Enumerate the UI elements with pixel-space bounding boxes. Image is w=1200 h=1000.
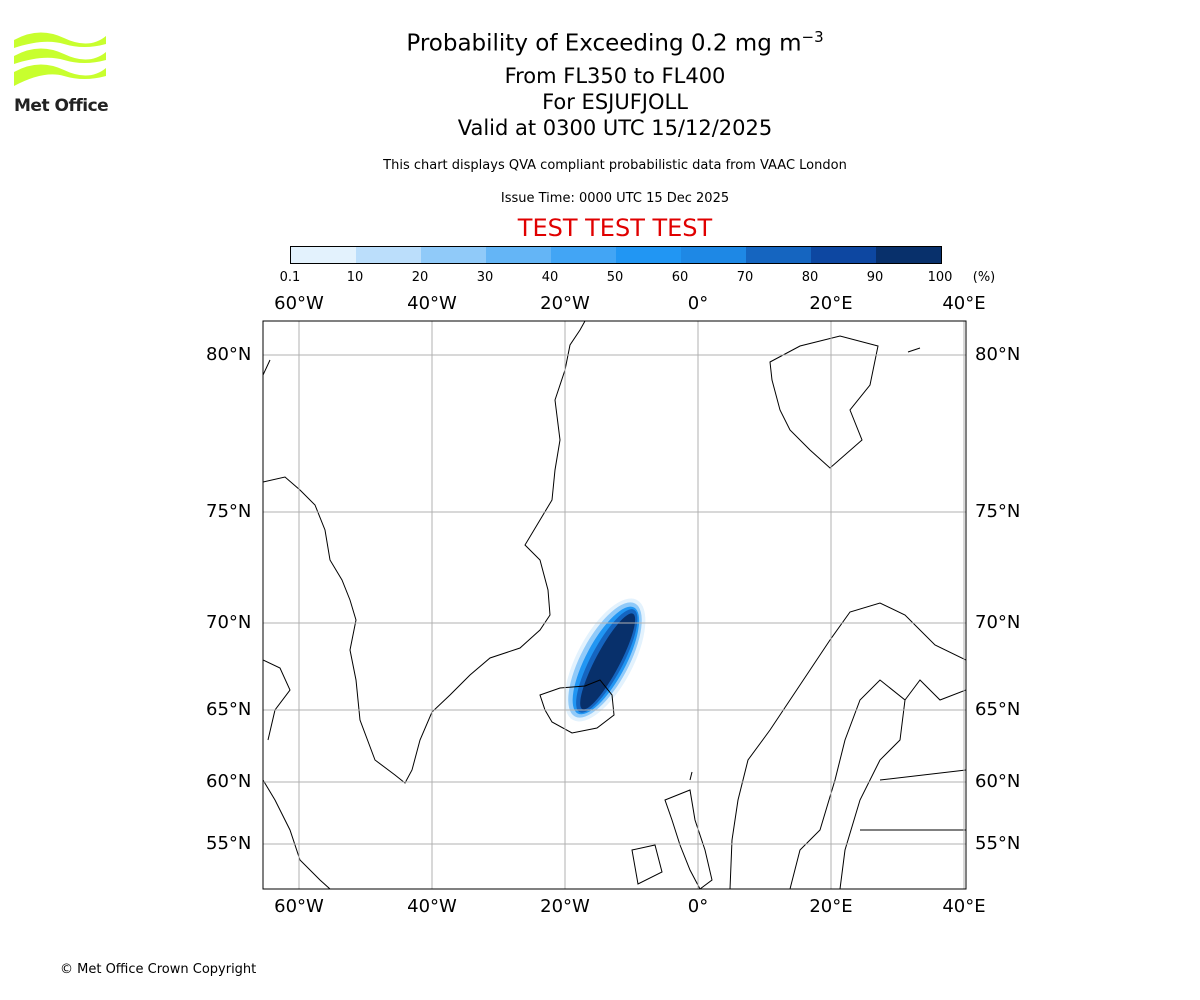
logo-text: Met Office [14,96,109,116]
test-banner: TEST TEST TEST [517,214,713,242]
title-text: Probability of Exceeding 0.2 mg m [406,30,802,57]
colorbar-bin [356,247,421,263]
canada-coast [263,321,331,889]
lon-label: 60°W [274,293,324,314]
lon-label: 20°W [540,293,590,314]
colorbar-bin [876,247,941,263]
lat-label: 65°N [975,699,1021,720]
lon-label: 40°E [942,896,986,917]
lon-label: 20°E [809,896,853,917]
lat-label: 60°N [206,771,252,792]
colorbar-tick: 0.1 [279,270,301,285]
colorbar-bin [486,247,551,263]
colorbar [290,246,942,264]
colorbar-bin [616,247,681,263]
colorbar-tick: 50 [606,270,624,285]
colorbar-tick: 40 [541,270,559,285]
uk-coast [631,771,713,889]
lat-label: 55°N [206,833,252,854]
colorbar-tick: 10 [346,270,364,285]
lat-label: 60°N [975,771,1021,792]
lon-label: 0° [687,896,709,917]
colorbar-bin [746,247,811,263]
colorbar-unit: (%) [972,270,996,285]
map-frame [262,320,967,890]
colorbar-bin [811,247,876,263]
lat-label: 70°N [975,612,1021,633]
lat-label: 55°N [975,833,1021,854]
logo-waves-icon [14,32,106,86]
lon-label: 40°E [942,293,986,314]
iceland-coast [539,679,615,734]
colorbar-bin [421,247,486,263]
colorbar-tick: 60 [671,270,689,285]
volcano-name: For ESJUFJOLL [542,90,688,114]
colorbar-bin [551,247,616,263]
lat-label: 70°N [206,612,252,633]
lon-label: 0° [687,293,709,314]
colorbar-tick: 80 [801,270,819,285]
scandinavia-coast [729,602,966,889]
lat-label: 75°N [975,501,1021,522]
lon-label: 40°W [407,896,457,917]
greenland-coast [263,321,586,784]
colorbar-tick: 70 [736,270,754,285]
lon-label: 20°W [540,896,590,917]
lat-label: 80°N [975,344,1021,365]
lat-label: 75°N [206,501,252,522]
lon-label: 60°W [274,896,324,917]
colorbar-bin [291,247,356,263]
ash-plume [564,598,646,722]
lat-label: 65°N [206,699,252,720]
gridlines [263,321,966,889]
lon-label: 20°E [809,293,853,314]
issue-time: Issue Time: 0000 UTC 15 Dec 2025 [500,191,730,206]
colorbar-tick: 30 [476,270,494,285]
copyright: © Met Office Crown Copyright [60,962,257,977]
colorbar-tick: 90 [866,270,884,285]
colorbar-tick: 20 [411,270,429,285]
chart-title: Probability of Exceeding 0.2 mg m−3 [0,28,1200,57]
subtitle: This chart displays QVA compliant probab… [383,158,847,173]
colorbar-tick: 100 [927,270,953,285]
title-superscript: −3 [801,28,824,46]
svalbard-coast [769,335,921,469]
valid-time: Valid at 0300 UTC 15/12/2025 [457,116,773,140]
lat-label: 80°N [206,344,252,365]
colorbar-bin [681,247,746,263]
met-office-logo: Met Office [14,30,109,116]
lon-label: 40°W [407,293,457,314]
flight-levels: From FL350 to FL400 [504,64,726,88]
